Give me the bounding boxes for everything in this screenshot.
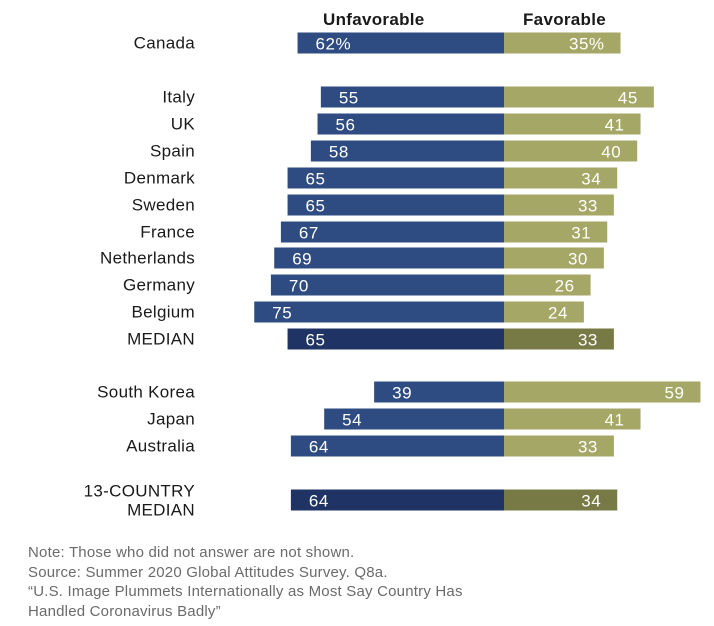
- favorable-bar: [504, 489, 618, 511]
- unfavorable-bar: [320, 86, 504, 108]
- favorable-bar: [504, 247, 604, 269]
- chart-row: Sweden 65 33: [132, 194, 614, 216]
- favorable-value-label: 26: [555, 277, 575, 296]
- favorable-value-label: 31: [571, 224, 591, 243]
- report-title-line: “U.S. Image Plummets Internationally as …: [28, 583, 463, 600]
- favorable-value-label: 41: [605, 411, 625, 430]
- chart-row: Australia 64 33: [126, 435, 614, 457]
- favorable-bar: [504, 301, 584, 323]
- unfavorable-value-label: 64: [309, 438, 329, 457]
- favorable-value-label: 24: [548, 304, 568, 323]
- legend-favorable: Favorable: [523, 10, 607, 29]
- category-label: Italy: [162, 88, 195, 107]
- unfavorable-bar: [270, 274, 504, 296]
- favorable-bar: [504, 328, 614, 350]
- unfavorable-bar: [287, 194, 504, 216]
- unfavorable-value-label: 54: [342, 411, 362, 430]
- favorable-bar: [504, 167, 618, 189]
- chart-row: Denmark 65 34: [124, 167, 618, 189]
- report-title-line-2: Handled Coronavirus Badly”: [28, 602, 221, 620]
- favorable-value-label: 33: [578, 438, 598, 457]
- category-label: Germany: [123, 276, 195, 295]
- favorable-value-label: 34: [581, 492, 601, 511]
- chart-notes: Note: Those who did not answer are not s…: [28, 543, 463, 621]
- unfavorable-value-label: 55: [339, 89, 359, 108]
- favorable-value-label: 45: [618, 89, 638, 108]
- unfavorable-bar: [290, 489, 504, 511]
- favorable-bar: [504, 140, 638, 162]
- source-line: Source: Summer 2020 Global Attitudes Sur…: [28, 563, 388, 581]
- category-label: UK: [171, 115, 196, 134]
- unfavorable-value-label: 69: [292, 250, 312, 269]
- chart-row: Spain 58 40: [150, 140, 638, 162]
- unfavorable-bar: [317, 113, 504, 135]
- favorable-value-label: 30: [568, 250, 588, 269]
- category-label: Denmark: [124, 169, 195, 188]
- unfavorable-bar: [324, 408, 504, 430]
- unfavorable-value-label: 39: [392, 384, 412, 403]
- favorable-bar: [504, 86, 654, 108]
- category-label: Spain: [150, 142, 195, 161]
- category-label: Sweden: [132, 196, 195, 215]
- chart-row: South Korea 39 59: [97, 381, 701, 403]
- favorable-value-label: 35%: [569, 35, 605, 54]
- chart-row: Netherlands 69 30: [100, 247, 604, 269]
- diverging-bar-chart: Canada 62% 35% Italy 55 45 UK 56 41 Spain 58 40 Denm…: [84, 32, 701, 520]
- category-label: MEDIAN: [127, 501, 195, 520]
- favorable-bar: [504, 113, 641, 135]
- unfavorable-value-label: 70: [289, 277, 309, 296]
- unfavorable-value-label: 65: [306, 170, 326, 189]
- chart-row: Japan 54 41: [147, 408, 641, 430]
- category-label: Belgium: [131, 303, 195, 322]
- category-label: Canada: [134, 34, 196, 53]
- favorable-bar: [504, 435, 614, 457]
- favorable-value-label: 33: [578, 197, 598, 216]
- favorable-bar: [504, 32, 621, 54]
- legend-unfavorable: Unfavorable: [323, 10, 425, 29]
- unfavorable-value-label: 58: [329, 143, 349, 162]
- category-label: Australia: [126, 437, 195, 456]
- unfavorable-bar: [290, 435, 504, 457]
- favorable-value-label: 33: [578, 331, 598, 350]
- favorable-value-label: 41: [605, 116, 625, 135]
- chart-row: Italy 55 45: [162, 86, 654, 108]
- favorable-bar: [504, 381, 701, 403]
- unfavorable-bar: [254, 301, 504, 323]
- favorable-bar: [504, 194, 614, 216]
- unfavorable-value-label: 65: [306, 197, 326, 216]
- unfavorable-value-label: 62%: [316, 35, 352, 54]
- favorable-bar: [504, 408, 641, 430]
- favorable-bar: [504, 274, 591, 296]
- category-label: Netherlands: [100, 249, 195, 268]
- category-label: MEDIAN: [127, 330, 195, 349]
- category-label: France: [140, 223, 195, 242]
- chart-row: Canada 62% 35%: [134, 32, 621, 54]
- category-label: 13-COUNTRY: [84, 482, 195, 501]
- category-label: South Korea: [97, 383, 195, 402]
- unfavorable-bar: [297, 32, 504, 54]
- unfavorable-bar: [280, 221, 504, 243]
- unfavorable-bar: [274, 247, 504, 269]
- chart-row: MEDIAN 65 33: [127, 328, 614, 350]
- unfavorable-value-label: 64: [309, 492, 329, 511]
- unfavorable-bar: [374, 381, 504, 403]
- chart-row: Germany 70 26: [123, 274, 591, 296]
- unfavorable-bar: [287, 167, 504, 189]
- favorable-value-label: 34: [581, 170, 601, 189]
- favorable-value-label: 40: [601, 143, 621, 162]
- unfavorable-value-label: 65: [306, 331, 326, 350]
- favorable-value-label: 59: [665, 384, 685, 403]
- chart-row: France 67 31: [140, 221, 608, 243]
- chart-row: Belgium 75 24: [131, 301, 584, 323]
- unfavorable-bar: [287, 328, 504, 350]
- note-line: Note: Those who did not answer are not s…: [28, 544, 355, 561]
- unfavorable-value-label: 75: [272, 304, 292, 323]
- unfavorable-value-label: 67: [299, 224, 319, 243]
- favorable-bar: [504, 221, 608, 243]
- unfavorable-value-label: 56: [336, 116, 356, 135]
- category-label: Japan: [147, 410, 195, 429]
- unfavorable-bar: [310, 140, 504, 162]
- chart-row: UK 56 41: [171, 113, 641, 135]
